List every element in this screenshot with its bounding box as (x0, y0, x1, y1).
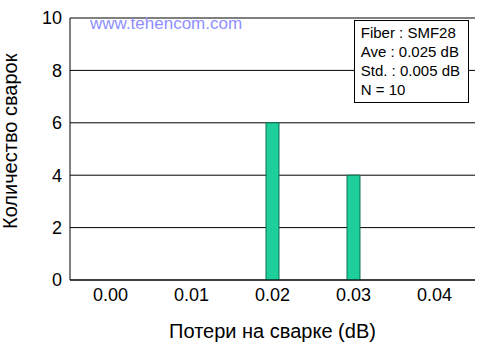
svg-text:4: 4 (52, 166, 62, 186)
svg-text:0.04: 0.04 (417, 285, 452, 305)
svg-text:Потери на сварке (dB): Потери на сварке (dB) (169, 320, 376, 342)
svg-text:6: 6 (52, 113, 62, 133)
html-text:Std. : 0.005 dB: Std. : 0.005 dB (360, 62, 460, 79)
svg-text:0.00: 0.00 (93, 285, 128, 305)
svg-text:0.02: 0.02 (255, 285, 290, 305)
html-text:Ave : 0.025 dB: Ave : 0.025 dB (360, 43, 459, 60)
svg-text:10: 10 (42, 8, 62, 28)
html-text:www.tehencom.com: www.tehencom.com (90, 14, 243, 33)
html-text:Fiber : SMF28: Fiber : SMF28 (360, 24, 456, 41)
svg-text:2: 2 (52, 218, 62, 238)
svg-text:8: 8 (52, 61, 62, 81)
svg-text:0: 0 (52, 270, 62, 290)
svg-text:0.03: 0.03 (336, 285, 371, 305)
svg-text:Количество сварок: Количество сварок (0, 53, 21, 229)
html-text:N = 10: N = 10 (360, 81, 406, 98)
svg-text:0.01: 0.01 (174, 285, 209, 305)
